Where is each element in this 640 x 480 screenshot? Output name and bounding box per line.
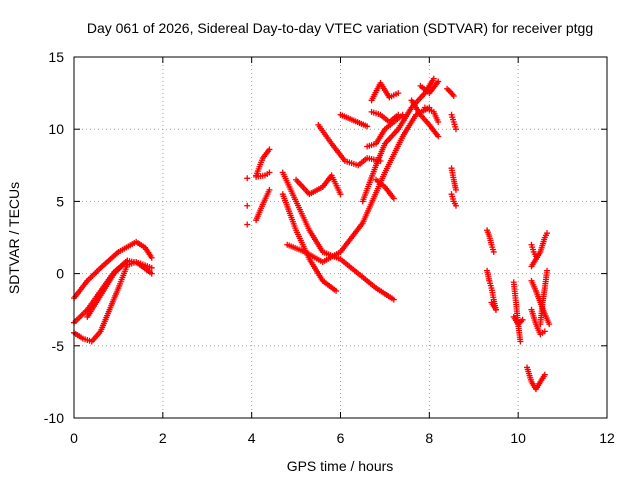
- arc-f7-point: [546, 321, 553, 328]
- arc-b4-point: [266, 169, 273, 176]
- arc-c1-point: [333, 287, 340, 294]
- arc-f5-point: [519, 316, 526, 323]
- arc-d5-point: [390, 195, 397, 202]
- chart-title: Day 061 of 2026, Sidereal Day-to-day VTE…: [87, 20, 593, 36]
- arc-d3-point: [395, 90, 402, 97]
- arc-e4-point: [450, 92, 457, 99]
- series-arc-d4: [368, 108, 402, 125]
- arc-f1-point: [490, 248, 497, 255]
- arc-d4-point: [395, 111, 402, 118]
- arc-a4-point: [124, 257, 131, 264]
- y-tick-label: 10: [48, 121, 64, 137]
- series-arc-f11: [528, 241, 539, 260]
- axis-ticks: 0 2 4 6 8 10 12 -10 -5 0 5 10 15: [44, 49, 615, 446]
- series-arc-c3: [284, 104, 433, 266]
- arc-b1-point: [244, 202, 251, 209]
- y-tick-label: 0: [56, 266, 64, 282]
- y-tick-label: -5: [52, 338, 65, 354]
- y-tick-label: -10: [44, 410, 64, 426]
- series-arc-b3: [253, 186, 273, 224]
- arc-a1-point: [148, 254, 155, 261]
- series-arc-e1: [408, 97, 442, 140]
- arc-c4-point: [337, 191, 344, 198]
- arc-b1-point: [244, 221, 251, 228]
- arc-c2-point: [390, 296, 397, 303]
- arc-e6-point: [452, 186, 459, 193]
- series-arc-b4: [253, 169, 273, 180]
- arc-b2-point: [266, 146, 273, 153]
- arc-e2-point: [435, 78, 442, 85]
- x-tick-label: 4: [248, 430, 256, 446]
- series-arc-f10: [528, 230, 551, 270]
- x-tick-label: 12: [599, 430, 615, 446]
- arc-a3-point: [148, 270, 155, 277]
- series-arc-c4: [293, 172, 344, 198]
- series-arc-e6: [448, 165, 459, 193]
- arc-b1-point: [244, 175, 251, 182]
- arc-e1-point: [435, 133, 442, 140]
- x-tick-label: 2: [159, 430, 167, 446]
- y-axis-title: SDTVAR / TECUs: [6, 182, 22, 294]
- series-arc-c6: [337, 111, 371, 130]
- arc-e5-point: [452, 126, 459, 133]
- series-arc-a4: [84, 257, 131, 320]
- series-arc-e4: [444, 85, 457, 99]
- series-arc-b1: [244, 175, 251, 228]
- series-arc-f6: [524, 364, 548, 393]
- series-arc-d5: [373, 176, 397, 202]
- y-tick-label: 15: [48, 49, 64, 65]
- arc-e7-point: [452, 202, 459, 209]
- series-arc-f5: [510, 313, 526, 328]
- arc-f11-point: [532, 253, 539, 260]
- series-arc-f4: [510, 279, 524, 345]
- arc-b3-point: [266, 186, 273, 193]
- grid: [74, 57, 607, 418]
- arc-c6-point: [364, 123, 371, 130]
- arc-d1-point: [430, 75, 437, 82]
- arc-f6-point: [541, 371, 548, 378]
- series-arc-a3: [71, 259, 155, 345]
- series-arc-e3: [421, 104, 442, 125]
- arc-e3-point: [435, 118, 442, 125]
- arc-f4-point: [517, 338, 524, 345]
- y-tick-label: 5: [56, 193, 64, 209]
- series-arc-f3: [488, 299, 499, 313]
- arc-f3-point: [492, 306, 499, 313]
- data-series: [71, 75, 553, 393]
- series-arc-a1: [71, 238, 155, 302]
- x-tick-label: 8: [425, 430, 433, 446]
- series-arc-e2: [417, 78, 442, 97]
- series-arc-e5: [448, 111, 459, 133]
- series-arc-e7: [448, 191, 459, 209]
- arc-a2-point: [148, 264, 155, 271]
- x-tick-label: 10: [510, 430, 526, 446]
- series-arc-f1: [484, 227, 497, 255]
- x-axis-title: GPS time / hours: [287, 458, 394, 474]
- x-tick-label: 6: [337, 430, 345, 446]
- arc-f8-point: [541, 328, 548, 335]
- series-arc-d3: [368, 79, 402, 104]
- arc-f9-point: [544, 267, 551, 274]
- arc-f10-point: [544, 230, 551, 237]
- series-arc-f9: [537, 267, 551, 328]
- x-tick-label: 0: [70, 430, 78, 446]
